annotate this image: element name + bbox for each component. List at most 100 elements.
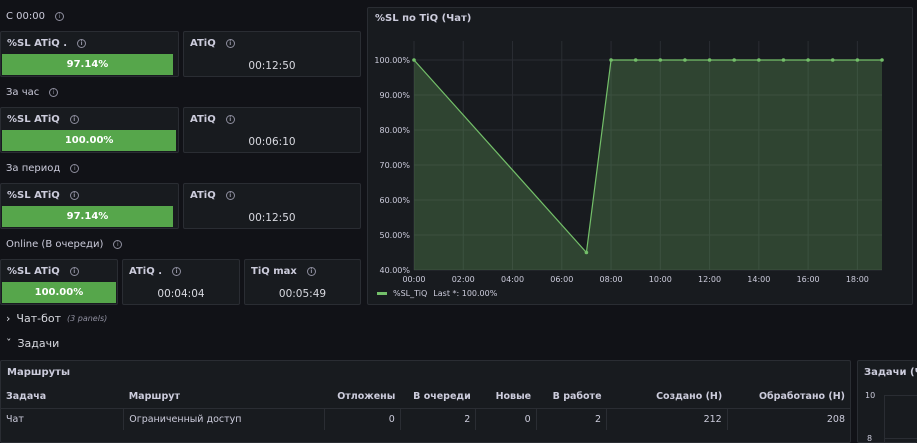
sl-panel-per-hour: %SL ATiQ i 100.00%	[0, 107, 179, 153]
table-cell: Чат	[1, 407, 124, 430]
atiq-panel-per-period: ATiQ i 00:12:50	[183, 183, 361, 229]
y-tick-label: 70.00%	[379, 161, 410, 170]
table-cell: 0	[475, 407, 537, 430]
data-point	[781, 58, 786, 62]
info-icon[interactable]: i	[225, 191, 235, 200]
sl-panel-online: %SL ATiQ i 100.00%	[0, 259, 118, 305]
x-tick-label: 00:00	[402, 275, 425, 284]
row-title: Online (В очереди)	[6, 239, 104, 250]
data-point	[412, 58, 416, 62]
data-point	[732, 58, 737, 62]
column-header[interactable]: Новые	[495, 391, 532, 403]
x-tick-label: 12:00	[698, 275, 721, 284]
row-chatbot[interactable]: › Чат-бот (3 panels)	[6, 312, 917, 325]
sl-gauge-bar: 100.00%	[2, 282, 116, 303]
y-tick-label: 80.00%	[379, 126, 410, 135]
table-cell: 2	[535, 407, 607, 430]
chart-legend[interactable]: %SL_TiQ Last *: 100.00%	[377, 289, 497, 298]
row-header-since-midnight: С 00:00 i	[6, 11, 64, 22]
info-icon[interactable]: i	[49, 88, 59, 97]
column-header[interactable]: Отложены	[337, 391, 396, 403]
info-icon[interactable]: i	[225, 39, 235, 48]
info-icon[interactable]: i	[54, 12, 64, 21]
x-tick-label: 16:00	[797, 275, 820, 284]
grid-line	[884, 395, 917, 396]
info-icon[interactable]: i	[113, 240, 123, 249]
info-icon[interactable]: i	[306, 267, 316, 276]
table-cell: 212	[606, 407, 728, 430]
section-title: Чат-бот	[16, 312, 61, 325]
info-icon[interactable]: i	[69, 191, 79, 200]
data-point	[683, 58, 687, 62]
data-point	[757, 58, 761, 62]
y-tick-label: 100.00%	[374, 56, 410, 65]
series-line	[413, 59, 882, 254]
legend-last-value: Last *: 100.00%	[433, 289, 498, 298]
chevron-down-icon: ˇ	[6, 337, 12, 350]
panel-count: (3 panels)	[67, 314, 108, 323]
y-tick-label: 90.00%	[379, 91, 410, 100]
panel-title: TiQ max	[251, 266, 297, 277]
column-header[interactable]: Создано (Н)	[656, 391, 723, 403]
sl-gauge-bar: 97.14%	[2, 54, 173, 75]
tiqmax-panel-online: TiQ max i 00:05:49	[244, 259, 361, 305]
y-tick-label: 10	[865, 391, 876, 400]
table-cell: 208	[726, 407, 850, 430]
column-header[interactable]: Задача	[6, 391, 47, 403]
chevron-right-icon: ›	[6, 312, 11, 325]
legend-swatch	[377, 292, 387, 295]
grid-line	[884, 438, 917, 439]
row-tasks[interactable]: ˇ Задачи	[6, 337, 917, 350]
table-row[interactable]: Чат Ограниченный доступ 0 2 0 2 212 208	[1, 407, 850, 430]
data-point	[707, 58, 712, 62]
info-icon[interactable]: i	[69, 115, 79, 124]
atiq-panel-since-midnight: ATiQ i 00:12:50	[183, 31, 361, 77]
sl-gauge-bar: 97.14%	[2, 206, 173, 227]
info-icon[interactable]: i	[77, 39, 87, 48]
atiq-value: 00:12:50	[248, 60, 296, 72]
x-tick-label: 04:00	[501, 275, 524, 284]
row-header-online: Online (В очереди) i	[6, 239, 123, 250]
data-point	[658, 58, 663, 62]
panel-title: %SL по TiQ (Чат)	[375, 13, 472, 24]
series-area	[414, 60, 882, 270]
panel-title: ATiQ .	[129, 266, 162, 277]
x-tick-label: 10:00	[649, 275, 672, 284]
x-tick-label: 06:00	[550, 275, 573, 284]
info-icon[interactable]: i	[172, 267, 181, 276]
atiq-value: 00:06:10	[248, 136, 296, 148]
row-header-per-hour: За час i	[6, 87, 59, 98]
column-header[interactable]: В работе	[552, 391, 602, 403]
panel-title: Задачи (Чат	[864, 367, 917, 378]
info-icon[interactable]: i	[69, 267, 79, 276]
atiq-panel-per-hour: ATiQ i 00:06:10	[183, 107, 361, 153]
data-point	[584, 250, 589, 255]
column-header[interactable]: В очереди	[413, 391, 471, 403]
tasks-chat-panel: Задачи (Чат 10 8	[857, 360, 917, 443]
table-cell: Ограниченный доступ	[123, 407, 325, 430]
panel-title: %SL ATiQ	[7, 190, 60, 201]
row-header-per-period: За период i	[6, 163, 80, 174]
info-icon[interactable]: i	[70, 164, 80, 173]
row-title: С 00:00	[6, 11, 45, 22]
column-header[interactable]: Маршрут	[128, 391, 180, 403]
x-tick-label: 18:00	[846, 275, 869, 284]
y-tick-label: 40.00%	[379, 266, 410, 275]
data-point	[830, 58, 835, 62]
x-tick-label: 08:00	[600, 275, 623, 284]
table-cell: 0	[324, 407, 401, 430]
sl-tiq-chart-panel: %SL по TiQ (Чат) 40.00% 50.00% 60.00% 70.00…	[367, 7, 913, 305]
row-title: За период	[6, 163, 61, 174]
panel-title: %SL ATiQ	[7, 114, 60, 125]
sl-tiq-chart: 40.00% 50.00% 60.00% 70.00% 80.00% 90.00% 100.…	[374, 41, 884, 284]
y-tick-label: 50.00%	[379, 231, 410, 240]
y-tick-label: 60.00%	[379, 196, 410, 205]
y-tick-label: 8	[867, 434, 873, 443]
legend-series-name: %SL_TiQ	[393, 289, 428, 298]
row-title: За час	[6, 87, 40, 98]
info-icon[interactable]: i	[225, 115, 235, 124]
data-point	[806, 58, 810, 62]
atiq-value: 00:04:04	[157, 288, 205, 300]
column-header[interactable]: Обработано (Н)	[758, 391, 845, 403]
panel-title: ATiQ	[190, 114, 216, 125]
